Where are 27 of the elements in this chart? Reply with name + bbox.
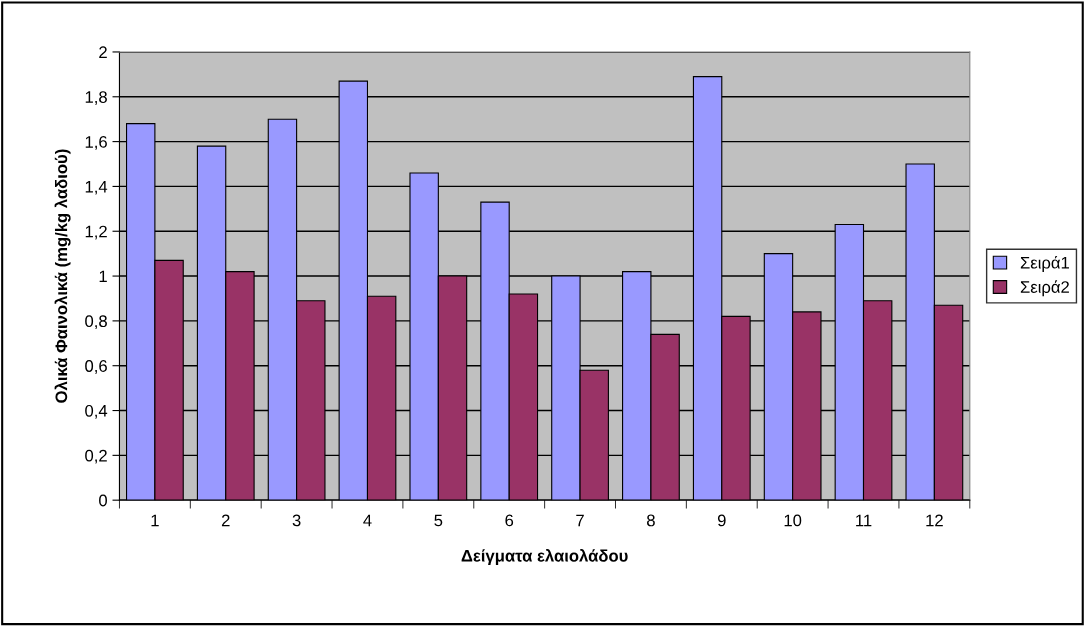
x-tick-label: 12	[926, 514, 943, 527]
y-tick-label: 0,2	[85, 449, 107, 464]
y-tick-label: 1,2	[85, 225, 107, 240]
y-tick-label: 1,6	[85, 136, 107, 150]
x-tick-label: 2	[221, 514, 230, 527]
y-tick-label: 0,6	[85, 360, 107, 374]
y-tick-label: 1,8	[85, 91, 107, 105]
x-axis-title: Δείγματα ελαιολάδου	[461, 549, 628, 565]
y-tick-label: 0	[99, 494, 107, 507]
x-tick-label: 8	[647, 514, 655, 527]
x-tick-label: 4	[363, 514, 372, 527]
x-tick-label: 10	[784, 514, 802, 527]
y-tick-label: 0,8	[85, 315, 107, 330]
x-tick-label: 1	[151, 514, 159, 527]
x-tick-label: 11	[856, 514, 872, 527]
y-tick-label: 0,4	[85, 404, 108, 419]
x-tick-label: 5	[434, 514, 443, 527]
legend-label: Σειρά1	[1020, 255, 1069, 272]
y-tick-label: 1	[99, 270, 107, 283]
y-tick-label: 2	[99, 46, 107, 58]
x-tick-label: 9	[717, 514, 726, 527]
x-tick-label: 7	[576, 514, 584, 527]
legend-label: Σειρά2	[1020, 280, 1069, 297]
y-axis-title: Ολικά Φαινολικά (mg/kg λαδιού)	[54, 149, 71, 403]
y-tick-label: 1,4	[85, 181, 108, 195]
x-tick-label: 6	[505, 514, 514, 527]
x-tick-label: 3	[292, 514, 301, 527]
